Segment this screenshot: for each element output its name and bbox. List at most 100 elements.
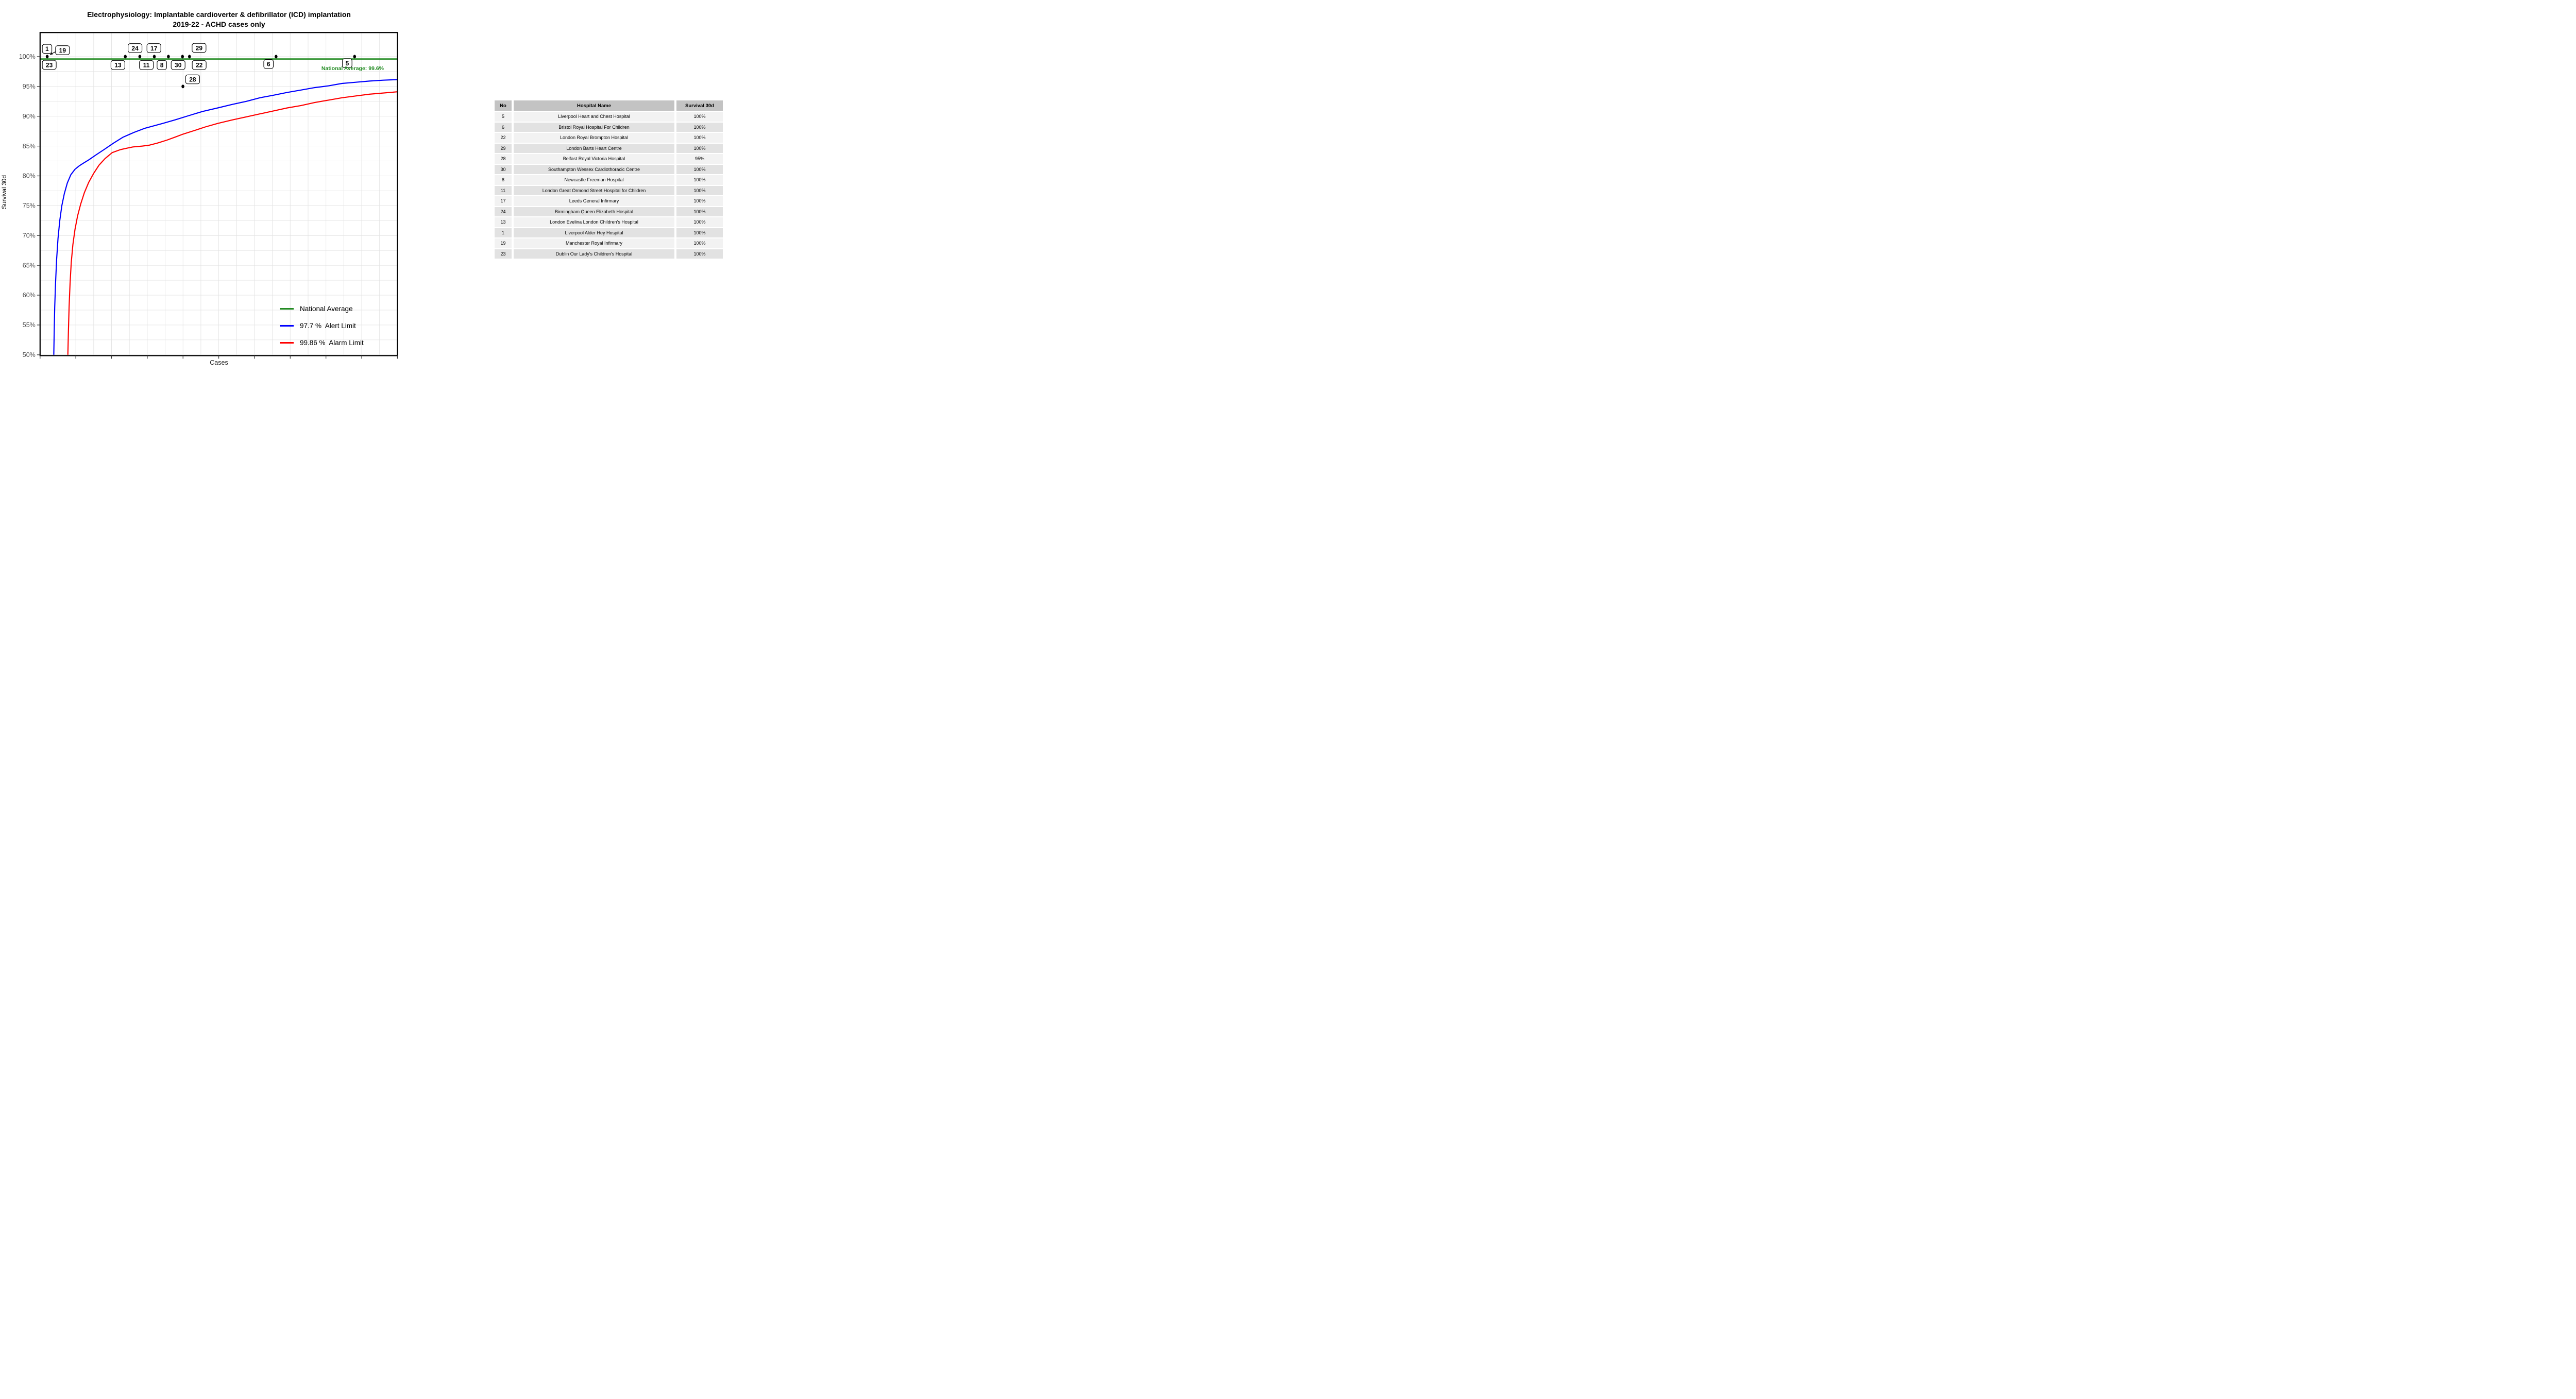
cell-hospital-name: Newcastle Freeman Hospital [514, 175, 674, 185]
cell-survival-30d: 100% [676, 122, 723, 132]
cell-hospital-name: London Great Ormond Street Hospital for … [514, 185, 674, 195]
cell-hospital-name: Manchester Royal Infirmary [514, 238, 674, 248]
point-label: 28 [189, 76, 196, 83]
chart-title: Electrophysiology: Implantable cardiover… [67, 10, 371, 29]
funnel-plot-figure: 100% 95% 90% 85% 80% 75% 70% 65% 60% 55% 50% 1 19 23 2… [0, 0, 808, 371]
cell-no: 5 [495, 112, 512, 122]
point-label: 23 [46, 61, 53, 69]
point-label-box [42, 60, 57, 70]
cell-hospital-name: Birmingham Queen Elizabeth Hospital [514, 207, 674, 216]
y-tick-label: 100% [19, 53, 36, 60]
cell-no: 6 [495, 122, 512, 132]
point-label-box [146, 43, 161, 53]
y-axis-title: Survival 30d [1, 175, 8, 210]
x-axis-title: Cases [210, 359, 228, 366]
point-label-box [342, 58, 352, 68]
table-row: 11 London Great Ormond Street Hospital fo… [495, 185, 723, 195]
data-point [152, 55, 156, 59]
cell-survival-30d: 100% [676, 249, 723, 259]
cell-hospital-name: London Evelina London Children's Hospita… [514, 217, 674, 227]
national-average-line-swatch [280, 308, 294, 310]
y-tick-label: 90% [23, 113, 36, 120]
cell-no: 8 [495, 175, 512, 185]
cell-survival-30d: 100% [676, 238, 723, 248]
data-point [353, 55, 357, 59]
table-row: 28 Belfast Royal Victoria Hospital 95% [495, 154, 723, 164]
cell-hospital-name: Bristol Royal Hospital For Children [514, 122, 674, 132]
legend-label: 99.86 % Alarm Limit [300, 338, 364, 347]
alert-limit-curve [53, 79, 398, 355]
legend-label: National Average [300, 304, 353, 313]
cell-hospital-name: Leeds General Infirmary [514, 196, 674, 206]
cell-no: 17 [495, 196, 512, 206]
y-tick-label: 70% [23, 232, 36, 239]
header-hospital-name: Hospital Name [514, 100, 674, 111]
point-label: 24 [131, 45, 139, 52]
point-label: 6 [267, 61, 270, 68]
point-label: 19 [59, 47, 66, 54]
point-label: 29 [196, 44, 203, 52]
y-tick-label: 75% [23, 202, 36, 210]
y-tick-label: 60% [23, 292, 36, 299]
point-label-box [185, 74, 200, 84]
point-label-box [110, 60, 125, 70]
point-label: 13 [114, 62, 122, 69]
table-header-row: No Hospital Name Survival 30d [495, 100, 723, 111]
national-average-annotation: National Average: 99.6% [321, 65, 384, 72]
point-label-box [42, 44, 53, 54]
cell-no: 30 [495, 164, 512, 174]
cell-survival-30d: 100% [676, 164, 723, 174]
survival-chart: 100% 95% 90% 85% 80% 75% 70% 65% 60% 55% 50% 1 19 23 2… [19, 32, 398, 359]
y-tick-label: 65% [23, 262, 36, 269]
data-point [188, 55, 191, 59]
table-row: 5 Liverpool Heart and Chest Hospital 100% [495, 112, 723, 122]
point-label-box [55, 45, 70, 55]
cell-survival-30d: 100% [676, 112, 723, 122]
cell-no: 28 [495, 154, 512, 164]
legend-item-national-average: National Average [280, 303, 391, 314]
y-tick-label: 80% [23, 173, 36, 180]
table-row: 30 Southampton Wessex Cardiothoracic Cent… [495, 164, 723, 174]
table-row: 6 Bristol Royal Hospital For Children 100% [495, 122, 723, 132]
hospital-results-table: No Hospital Name Survival 30d 5 Liverpool… [493, 99, 725, 260]
header-survival-30d: Survival 30d [676, 100, 723, 111]
point-label: 8 [160, 62, 164, 69]
cell-survival-30d: 100% [676, 228, 723, 237]
cell-hospital-name: London Royal Brompton Hospital [514, 133, 674, 143]
header-no: No [495, 100, 512, 111]
point-label: 22 [196, 62, 203, 69]
table-row: 22 London Royal Brompton Hospital 100% [495, 133, 723, 143]
point-label: 1 [45, 45, 49, 53]
point-label: 11 [143, 62, 150, 69]
chart-title-line2: 2019-22 - ACHD cases only [173, 20, 265, 28]
label-arrowhead [50, 52, 53, 55]
cell-no: 13 [495, 217, 512, 227]
point-label: 17 [150, 45, 158, 52]
data-point [124, 55, 127, 59]
legend-label: 97.7 % Alert Limit [300, 321, 356, 330]
point-label-box [263, 59, 274, 69]
cell-no: 29 [495, 143, 512, 153]
point-label-box [192, 60, 207, 70]
y-tick-label: 55% [23, 321, 36, 329]
point-label-box [157, 60, 167, 70]
alert-limit-line-swatch [280, 325, 294, 327]
cell-survival-30d: 100% [676, 175, 723, 185]
cell-survival-30d: 95% [676, 154, 723, 164]
table-row: 29 London Barts Heart Centre 100% [495, 143, 723, 153]
cell-survival-30d: 100% [676, 185, 723, 195]
data-point [138, 55, 142, 59]
point-label: 30 [175, 62, 182, 69]
cell-no: 19 [495, 238, 512, 248]
legend-item-alarm-limit: 99.86 % Alarm Limit [280, 337, 391, 348]
data-point [45, 55, 49, 59]
table-row: 23 Dublin Our Lady's Children's Hospital 1… [495, 249, 723, 259]
data-point [181, 55, 184, 59]
cell-survival-30d: 100% [676, 133, 723, 143]
cell-hospital-name: Southampton Wessex Cardiothoracic Centre [514, 164, 674, 174]
chart-title-line1: Electrophysiology: Implantable cardiover… [87, 10, 351, 19]
alarm-limit-line-swatch [280, 342, 294, 344]
point-label-box [128, 43, 143, 53]
cell-hospital-name: Liverpool Heart and Chest Hospital [514, 112, 674, 122]
cell-survival-30d: 100% [676, 143, 723, 153]
